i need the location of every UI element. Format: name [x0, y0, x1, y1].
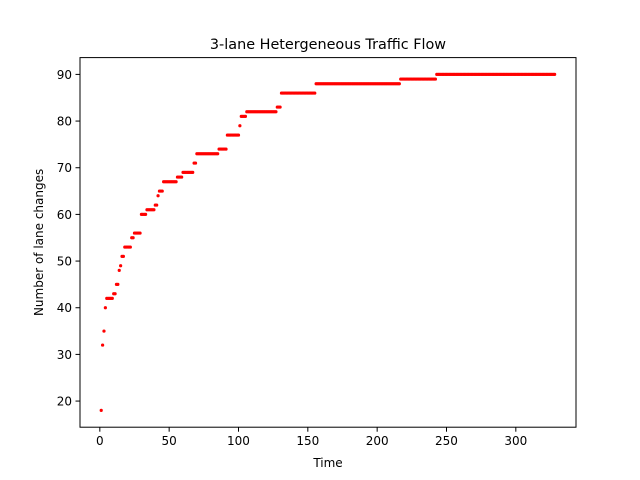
x-tick-label: 100	[227, 434, 250, 448]
scatter-series	[99, 72, 557, 412]
x-tick-label: 0	[96, 434, 104, 448]
data-point	[313, 91, 317, 95]
y-tick-label: 70	[57, 161, 72, 175]
data-point	[278, 105, 282, 109]
x-tick-label: 300	[504, 434, 527, 448]
data-point	[128, 245, 132, 249]
data-point	[152, 208, 156, 212]
y-tick-label: 40	[57, 301, 72, 315]
data-point	[236, 133, 241, 137]
y-axis-ticks: 20 30 40 50 60 70 80 90	[57, 68, 80, 409]
data-point	[238, 124, 242, 128]
data-point	[156, 194, 160, 198]
data-point	[397, 82, 401, 86]
data-point	[117, 268, 121, 272]
data-point	[99, 408, 103, 412]
data-point	[113, 292, 117, 296]
chart-title: 3-lane Hetergeneous Traffic Flow	[210, 37, 446, 53]
data-point	[119, 264, 123, 268]
data-point	[138, 231, 142, 235]
y-tick-label: 20	[57, 395, 72, 409]
data-point	[143, 212, 148, 216]
data-point	[160, 189, 164, 193]
data-point	[191, 170, 195, 174]
data-point	[433, 77, 437, 81]
data-point	[116, 282, 120, 286]
data-point	[131, 236, 135, 240]
data-point	[216, 152, 220, 156]
y-tick-label: 60	[57, 208, 72, 222]
y-tick-label: 50	[57, 255, 72, 269]
data-point	[101, 343, 105, 347]
data-point	[103, 306, 107, 310]
data-point	[224, 147, 228, 151]
x-tick-label: 50	[162, 434, 177, 448]
y-tick-label: 90	[57, 68, 72, 82]
x-axis-label: Time	[312, 456, 342, 470]
data-point	[553, 72, 557, 76]
x-tick-label: 250	[435, 434, 458, 448]
plot-frame	[79, 57, 577, 428]
x-tick-label: 200	[366, 434, 389, 448]
y-tick-label: 80	[57, 115, 72, 129]
data-point	[274, 110, 278, 114]
data-point	[121, 254, 125, 258]
data-point	[193, 161, 198, 165]
data-point	[155, 203, 159, 207]
data-point	[174, 180, 178, 184]
data-point	[102, 329, 106, 333]
x-axis-ticks: 0 50 100 150 200 250 300	[96, 427, 527, 448]
y-tick-label: 30	[57, 348, 72, 362]
y-axis-label: Number of lane changes	[32, 169, 46, 316]
x-tick-label: 150	[296, 434, 319, 448]
data-point	[180, 175, 184, 179]
data-point	[243, 114, 248, 118]
data-point	[110, 296, 114, 300]
